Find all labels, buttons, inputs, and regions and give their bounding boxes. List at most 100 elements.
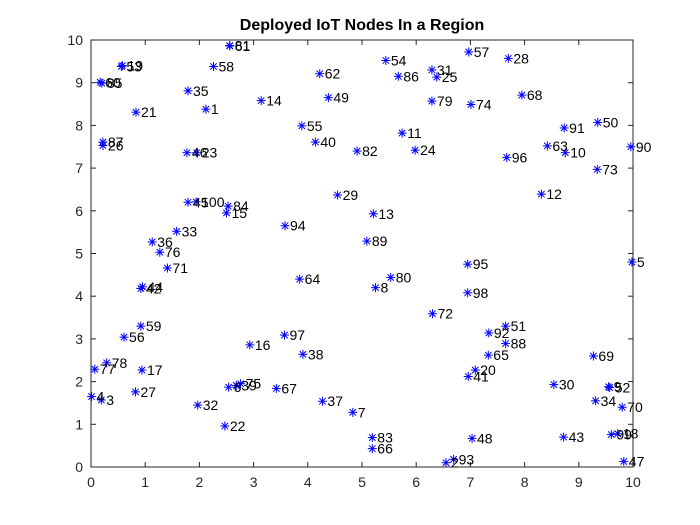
data-point-label: 62	[325, 66, 341, 82]
data-point-label: 70	[627, 399, 643, 415]
data-point-label: 50	[603, 114, 619, 130]
data-point-marker	[617, 402, 627, 412]
data-point-label: 5	[637, 254, 645, 270]
data-point-label: 40	[320, 134, 336, 150]
data-point-marker	[427, 96, 437, 106]
data-point-marker	[147, 237, 157, 247]
data-point-label: 72	[437, 306, 453, 322]
data-point-marker	[371, 283, 381, 293]
data-point-label: 83	[377, 430, 393, 446]
data-point-label: 20	[480, 362, 496, 378]
data-point-label: 92	[494, 325, 510, 341]
data-point-marker	[224, 382, 234, 392]
data-point-marker	[348, 407, 358, 417]
data-point-label: 33	[182, 223, 198, 239]
x-tick-label: 3	[250, 474, 258, 490]
data-point-marker	[155, 247, 165, 257]
data-point-label: 45	[193, 194, 209, 210]
data-point-label: 13	[378, 206, 394, 222]
data-point-marker	[298, 349, 308, 359]
y-tick-label: 2	[75, 374, 83, 390]
data-point-marker	[131, 107, 141, 117]
data-point-label: 18	[623, 426, 639, 442]
data-point-marker	[119, 332, 129, 342]
data-point-label: 10	[570, 145, 586, 161]
data-point-label: 17	[147, 362, 163, 378]
data-point-label: 73	[602, 161, 618, 177]
data-point-label: 99	[616, 427, 632, 443]
data-point-label: 89	[372, 233, 388, 249]
data-point-label: 43	[569, 429, 585, 445]
data-point-label: 31	[437, 62, 453, 78]
data-point-marker	[280, 221, 290, 231]
data-point-label: 23	[202, 145, 218, 161]
data-point-marker	[536, 189, 546, 199]
y-tick-label: 9	[75, 75, 83, 91]
data-point-marker	[560, 148, 570, 158]
data-point-marker	[463, 259, 473, 269]
data-point-marker	[470, 365, 480, 375]
data-point-label: 2	[451, 455, 459, 471]
data-point-marker	[172, 226, 182, 236]
x-tick-label: 2	[196, 474, 204, 490]
data-point-marker	[310, 137, 320, 147]
data-point-marker	[323, 93, 333, 103]
data-point-marker	[449, 454, 459, 464]
data-point-marker	[393, 71, 403, 81]
data-point-label: 9	[614, 379, 622, 395]
data-point-label: 84	[233, 198, 249, 214]
data-point-label: 22	[230, 418, 246, 434]
y-tick-label: 5	[75, 246, 83, 262]
data-point-marker	[484, 328, 494, 338]
data-point-label: 55	[307, 118, 323, 134]
data-point-label: 30	[559, 377, 575, 393]
data-point-label: 42	[146, 281, 162, 297]
data-point-label: 44	[147, 279, 163, 295]
axis-ticks	[90, 39, 634, 468]
data-point-label: 79	[437, 93, 453, 109]
data-point-label: 81	[235, 38, 251, 54]
data-point-marker	[559, 123, 569, 133]
data-point-marker	[559, 432, 569, 442]
data-point-marker	[542, 141, 552, 151]
data-point-marker	[193, 400, 203, 410]
data-point-label: 51	[511, 318, 527, 334]
data-point-marker	[466, 99, 476, 109]
data-point-label: 86	[403, 68, 419, 84]
data-point-label: 67	[281, 380, 297, 396]
data-point-marker	[606, 430, 616, 440]
data-point-marker	[208, 61, 218, 71]
data-point-marker	[502, 152, 512, 162]
data-point-label: 56	[129, 329, 145, 345]
data-point-label: 97	[289, 327, 305, 343]
data-point-label: 75	[246, 376, 262, 392]
data-point-marker	[220, 421, 230, 431]
data-point-label: 98	[473, 285, 489, 301]
data-point-marker	[427, 65, 437, 75]
data-point-label: 37	[327, 393, 343, 409]
data-point-label: 57	[474, 44, 490, 60]
data-point-marker	[236, 379, 246, 389]
data-point-label: 15	[232, 205, 248, 221]
x-tick-label: 10	[625, 474, 641, 490]
data-point-marker	[162, 263, 172, 273]
x-tick-label: 6	[412, 474, 420, 490]
data-point-label: 78	[112, 355, 128, 371]
data-point-marker	[592, 164, 602, 174]
data-point-marker	[182, 148, 192, 158]
data-point-marker	[441, 458, 451, 468]
data-point-label: 71	[172, 260, 188, 276]
data-point-marker	[613, 429, 623, 439]
data-point-label: 88	[511, 336, 527, 352]
x-tick-label: 0	[87, 474, 95, 490]
data-point-label: 82	[362, 143, 378, 159]
data-point-marker	[130, 387, 140, 397]
x-tick-label: 1	[141, 474, 149, 490]
data-points	[87, 41, 637, 468]
data-point-marker	[501, 339, 511, 349]
data-point-marker	[225, 41, 235, 51]
data-point-label: 16	[255, 337, 271, 353]
